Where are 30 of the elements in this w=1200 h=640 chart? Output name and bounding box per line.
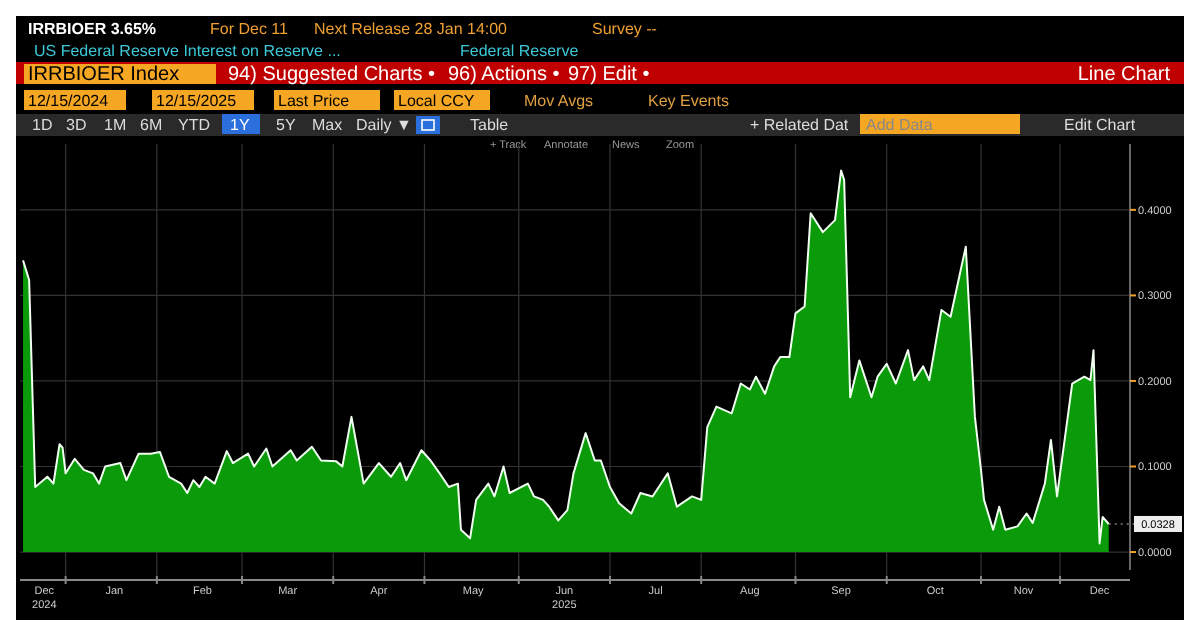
- text: IRRBIOER Index: [28, 64, 180, 86]
- text: Daily ▼: [356, 116, 412, 134]
- text: Line Chart: [1077, 64, 1171, 86]
- text: 1Y: [230, 116, 251, 134]
- text: Add Data: [866, 116, 934, 134]
- text: Max: [312, 116, 343, 134]
- text: US Federal Reserve Interest on Reserve ...: [34, 42, 341, 60]
- text: Table: [470, 116, 510, 134]
- text: 5Y: [276, 116, 297, 134]
- text: 96) Actions •: [448, 64, 561, 86]
- text: IRRBIOER 3.65%: [28, 20, 157, 38]
- text: Mov Avgs: [524, 92, 594, 110]
- text: 3D: [66, 116, 87, 134]
- text: Local CCY: [398, 92, 476, 110]
- text: 6M: [140, 116, 163, 134]
- text: 12/15/2024: [28, 92, 110, 110]
- text: 1D: [32, 116, 53, 134]
- text: + Related Dat: [750, 116, 850, 134]
- text: Federal Reserve: [460, 42, 580, 60]
- text: Survey --: [592, 20, 658, 38]
- text: 1M: [104, 116, 127, 134]
- text: For Dec 11: [210, 20, 290, 38]
- text: 94) Suggested Charts •: [228, 64, 437, 86]
- text: Edit Chart: [1064, 116, 1137, 134]
- text: Next Release 28 Jan 14:00: [314, 20, 509, 38]
- text: Last Price: [278, 92, 351, 110]
- text: YTD: [178, 116, 211, 134]
- text: 97) Edit •: [568, 64, 651, 86]
- text: 12/15/2025: [156, 92, 238, 110]
- text: Key Events: [648, 92, 729, 110]
